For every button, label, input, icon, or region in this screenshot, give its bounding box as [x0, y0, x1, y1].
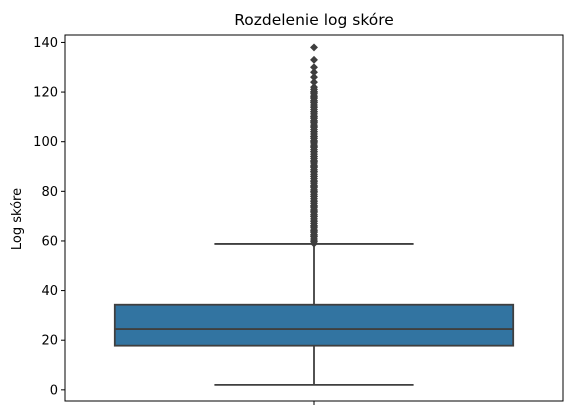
outliers: [311, 44, 318, 247]
y-tick-label: 60: [41, 234, 58, 249]
y-axis-label: Log skóre: [10, 188, 25, 250]
y-tick-label: 100: [33, 135, 58, 150]
chart-title: Rozdelenie log skóre: [234, 11, 394, 29]
y-tick-label: 140: [33, 36, 58, 51]
y-tick-label: 40: [41, 284, 58, 299]
y-tick-label: 120: [33, 86, 58, 101]
outlier-point: [311, 64, 318, 71]
outlier-point: [311, 44, 318, 51]
y-tick-label: 20: [41, 334, 58, 349]
y-axis-ticks: 0 20 40 60 80 100 120 140: [33, 36, 65, 398]
y-tick-label: 0: [50, 383, 58, 398]
y-tick-label: 80: [41, 185, 58, 200]
box-iqr: [115, 305, 513, 346]
outlier-point: [311, 56, 318, 63]
plot-content: [115, 44, 513, 385]
